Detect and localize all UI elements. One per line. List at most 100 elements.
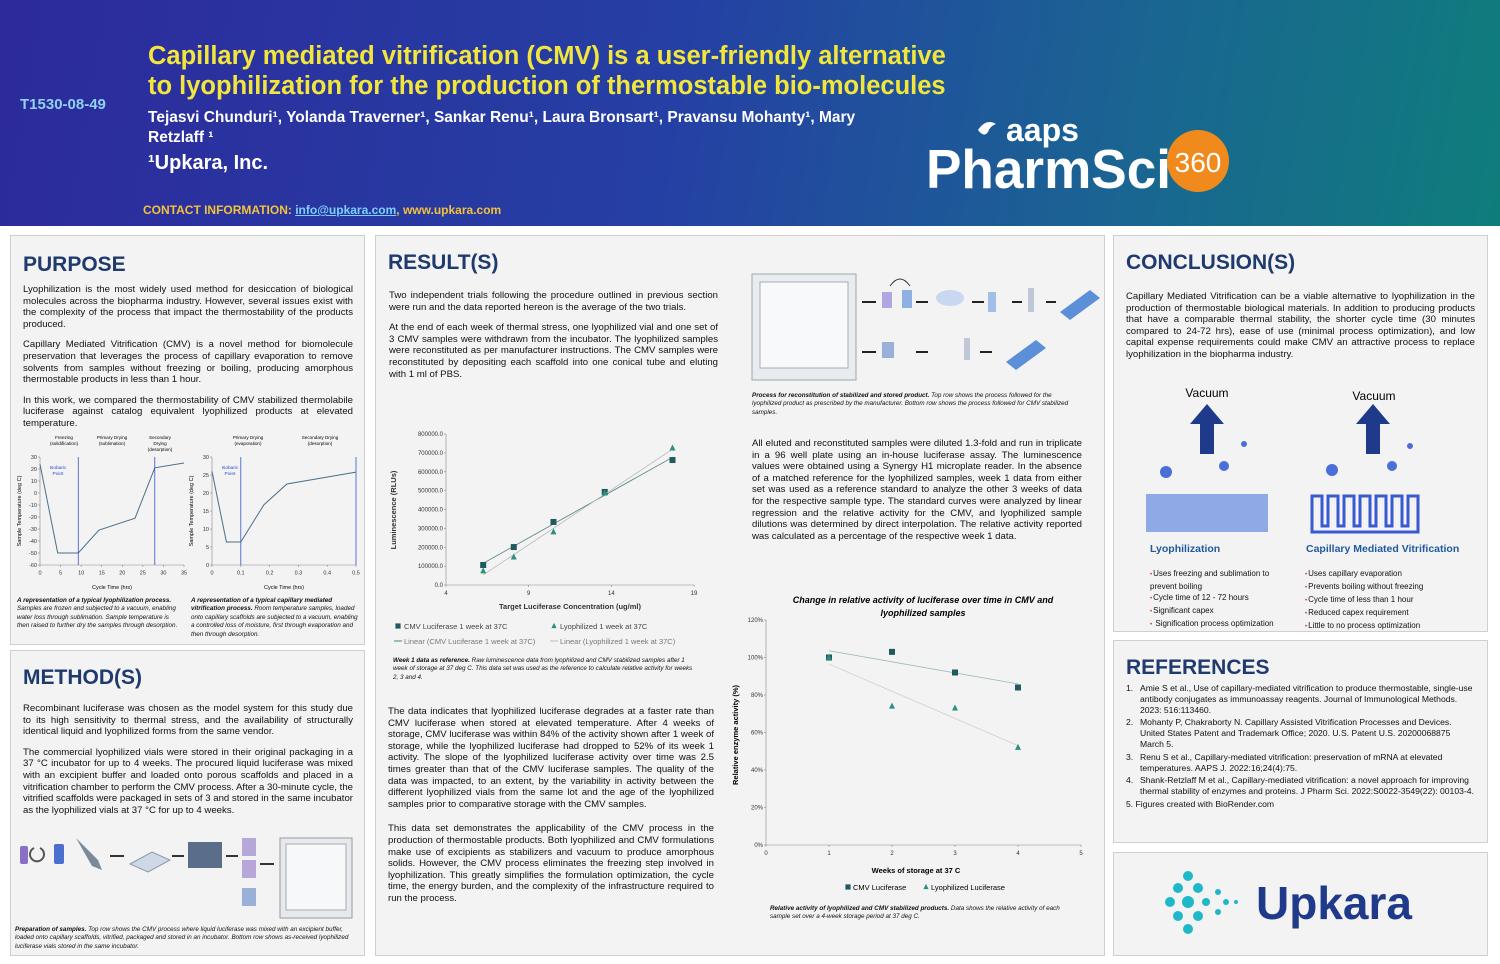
logo-aaps: aaps: [1006, 112, 1079, 148]
conference-logo: aaps PharmSci 360: [926, 112, 1229, 198]
x-axis-label: Target Luciferase Concentration (ug/ml): [499, 602, 641, 611]
x-tick-label: 20: [119, 571, 125, 577]
authors: Tejasvi Chunduri¹, Yolanda Traverner¹, S…: [148, 108, 855, 148]
legend-marker: [845, 884, 851, 890]
point: Prevents boiling without freezing: [1305, 581, 1475, 594]
x-tick-label: 10: [78, 571, 84, 577]
trendline: [482, 448, 673, 576]
point: Significant capex: [1150, 605, 1290, 618]
legend-marker: [551, 622, 557, 629]
reference-number: 1.: [1126, 683, 1134, 693]
legend-label: Linear (CMV Luciferase 1 week at 37C): [404, 637, 536, 646]
results-text: Two independent trials following the pro…: [389, 290, 718, 389]
y-tick-label: 800000.0: [418, 432, 444, 438]
x-tick-label: 0.5: [352, 571, 360, 577]
x-tick-label: 0: [764, 851, 768, 857]
legend-label: Lyophilized 1 week at 37C: [560, 622, 648, 631]
caption: Preparation of samples. Top row shows th…: [15, 926, 355, 951]
x-tick-label: 9: [527, 591, 531, 597]
results-text: The data indicates that lyophilized luci…: [388, 706, 714, 914]
contact-label: CONTACT INFORMATION:: [143, 203, 292, 217]
brand-name: Upkara: [1256, 877, 1412, 929]
y-tick-label: -30: [29, 527, 37, 533]
y-tick-label: 700000.0: [418, 451, 444, 457]
lyophilization-chart: -60 -50 -40 -30 -20 -10 0 10 20 30 0 5 10 15 20 25 30 35 C…: [17, 435, 187, 591]
y-tick-label: 80%: [751, 693, 764, 699]
temperature-line: [39, 462, 185, 554]
reference-text: Amie S et al., Use of capillary-mediated…: [1140, 683, 1473, 715]
authors-line: Tejasvi Chunduri¹, Yolanda Traverner¹, S…: [148, 109, 856, 126]
vial: [242, 888, 256, 906]
marker-label: Isobaric: [50, 465, 67, 471]
caption-bold: Preparation of samples.: [15, 926, 87, 933]
conclusion-panel: [1113, 235, 1488, 632]
x-tick-label: 30: [160, 571, 166, 577]
point: [669, 444, 676, 451]
caption: Process for reconstitution of stabilized…: [752, 392, 1082, 417]
y-axis-label: Sample Temperature (deg C): [17, 475, 23, 546]
contact-web[interactable]: , www.upkara.com: [396, 203, 502, 217]
lyo-points: Uses freezing and sublimation to prevent…: [1150, 568, 1290, 631]
purpose-text: Lyophilization is the most widely used m…: [23, 284, 353, 439]
x-tick-label: 35: [181, 571, 187, 577]
point: Reduced capex requirement: [1305, 607, 1475, 620]
plate: [1006, 340, 1046, 370]
x-tick-label: 0: [38, 571, 41, 577]
contact-email[interactable]: info@upkara.com: [295, 203, 397, 217]
trendline: [828, 650, 1019, 685]
title: Capillary mediated vitrification (CMV) i…: [148, 41, 946, 101]
y-tick-label: 40%: [751, 768, 764, 774]
cmv-title: Capillary Mediated Vitrification: [1306, 543, 1459, 555]
package: [242, 860, 256, 878]
logo-circle: [1167, 130, 1229, 192]
x-tick-label: 0.3: [295, 571, 303, 577]
reference-text: Mohanty P, Chakraborty N. Capillary Assi…: [1140, 717, 1452, 749]
x-tick-label: 15: [99, 571, 105, 577]
reference: 3. Renu S et al., Capillary-mediated vitr…: [1126, 752, 1476, 774]
logo-pharmsci: PharmSci: [926, 138, 1171, 198]
phase-label: Freezing: [55, 435, 73, 440]
section-heading: REFERENCES: [1126, 656, 1270, 679]
dish: [936, 290, 964, 306]
point: [952, 669, 958, 676]
y-tick-label: 30: [31, 455, 37, 461]
y-tick-label: 30: [203, 455, 209, 461]
paragraph: This data set demonstrates the applicabi…: [388, 823, 714, 904]
reference-number: 2.: [1126, 717, 1134, 728]
point: [952, 704, 958, 711]
arrow-up: [1356, 404, 1390, 454]
pipette: [76, 838, 102, 870]
purpose-panel: [10, 235, 365, 645]
point: [1015, 684, 1021, 691]
reconstitution-illustration: [751, 273, 1100, 381]
logo-dots: [1165, 871, 1238, 934]
point: [480, 561, 487, 568]
phase-label: (solidification): [50, 441, 79, 446]
arrows: [862, 301, 1056, 353]
title-line: to lyophilization for the production of …: [148, 72, 946, 100]
chart-title: lyophilized samples: [880, 608, 965, 618]
caption-text: Top row shows the process followed for t…: [752, 392, 1069, 416]
legend-label: Linear (Lyophilized 1 week at 37C): [560, 637, 676, 646]
chart-title: Change in relative activity of luciferas…: [793, 595, 1054, 605]
brand-panel: [1113, 852, 1488, 956]
lyo-title: Lyophilization: [1150, 543, 1220, 555]
y-tick-label: 100000.0: [418, 564, 444, 570]
brand-logo: Upkara: [1165, 871, 1412, 934]
droplets: [1160, 441, 1413, 478]
phase-label: Secondary: [149, 435, 172, 440]
point: [480, 567, 487, 574]
tube: [988, 292, 996, 312]
legend-label: CMV Luciferase: [853, 883, 906, 892]
vacuum-label: Vacuum: [1352, 389, 1395, 403]
y-axis-label: Relative enzyme activity (%): [731, 684, 740, 785]
point: [510, 553, 517, 560]
section-heading: CONCLUSION(S): [1126, 251, 1296, 274]
arrow: [29, 847, 45, 863]
paragraph: The data indicates that lyophilized luci…: [388, 706, 714, 810]
y-tick-label: 300000.0: [418, 526, 444, 532]
marker-label: Isobaric: [222, 465, 239, 471]
x-tick-label: 25: [140, 571, 146, 577]
vacuum-label: Vacuum: [1185, 386, 1228, 400]
cmv-chart: 0 5 10 15 20 25 30 0 0.1 0.2 0.3 0.4 0.5 Cycle Time (…: [189, 435, 360, 591]
